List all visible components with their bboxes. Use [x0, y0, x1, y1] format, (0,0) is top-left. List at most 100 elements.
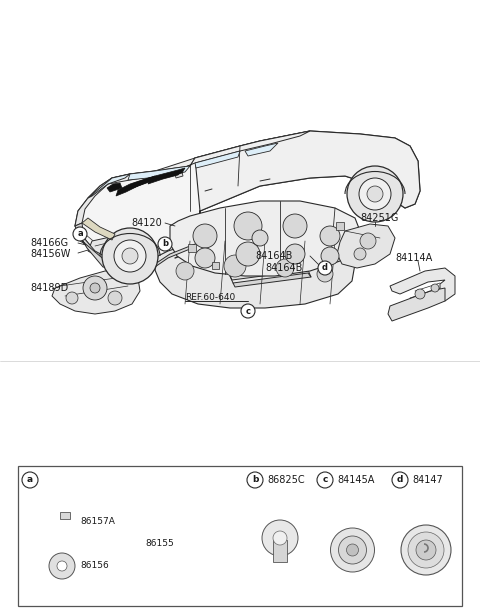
Polygon shape: [82, 218, 115, 240]
Circle shape: [347, 544, 359, 556]
Circle shape: [83, 276, 107, 300]
Polygon shape: [88, 236, 125, 256]
Polygon shape: [148, 171, 182, 184]
Circle shape: [401, 525, 451, 575]
Circle shape: [338, 536, 367, 564]
Circle shape: [224, 255, 246, 277]
Circle shape: [22, 472, 38, 488]
Text: a: a: [27, 476, 33, 485]
Circle shape: [415, 289, 425, 299]
Text: b: b: [252, 476, 258, 485]
Circle shape: [241, 304, 255, 318]
Circle shape: [347, 166, 403, 222]
Circle shape: [193, 224, 217, 248]
Polygon shape: [390, 268, 455, 301]
Circle shape: [276, 259, 294, 277]
FancyBboxPatch shape: [18, 466, 462, 606]
Circle shape: [367, 186, 383, 202]
Polygon shape: [245, 143, 278, 156]
Polygon shape: [88, 174, 130, 198]
Polygon shape: [388, 288, 445, 321]
Text: 86155: 86155: [145, 540, 174, 548]
Circle shape: [252, 230, 268, 246]
Polygon shape: [337, 224, 395, 268]
Circle shape: [431, 284, 439, 292]
Circle shape: [331, 528, 374, 572]
Circle shape: [317, 472, 333, 488]
Circle shape: [273, 531, 287, 545]
Polygon shape: [155, 131, 310, 174]
Polygon shape: [80, 236, 195, 271]
Polygon shape: [195, 131, 420, 244]
Text: d: d: [397, 476, 403, 485]
Text: 86157A: 86157A: [80, 516, 115, 525]
Text: 84114A: 84114A: [395, 253, 432, 263]
Polygon shape: [116, 176, 155, 196]
Circle shape: [195, 248, 215, 268]
Text: REF.60-640: REF.60-640: [185, 293, 235, 302]
FancyBboxPatch shape: [188, 244, 196, 252]
FancyBboxPatch shape: [212, 262, 219, 269]
Circle shape: [73, 227, 87, 241]
Circle shape: [317, 266, 333, 282]
Circle shape: [102, 228, 158, 284]
Text: c: c: [322, 476, 328, 485]
Circle shape: [247, 472, 263, 488]
Circle shape: [49, 553, 75, 579]
Text: b: b: [162, 240, 168, 248]
Circle shape: [318, 261, 332, 275]
Text: 84164B: 84164B: [255, 251, 292, 261]
Circle shape: [416, 540, 436, 560]
Circle shape: [262, 520, 298, 556]
Circle shape: [354, 248, 366, 260]
Circle shape: [360, 233, 376, 249]
Polygon shape: [128, 166, 190, 180]
Text: 84147: 84147: [412, 475, 443, 485]
Circle shape: [234, 212, 262, 240]
Polygon shape: [230, 266, 308, 280]
Text: 86156: 86156: [80, 562, 109, 570]
Polygon shape: [130, 168, 185, 189]
Polygon shape: [170, 201, 360, 276]
Text: 84164B: 84164B: [265, 263, 302, 273]
FancyBboxPatch shape: [273, 540, 287, 562]
Text: 84166G: 84166G: [30, 238, 68, 248]
Circle shape: [57, 561, 67, 571]
Circle shape: [285, 244, 305, 264]
Circle shape: [359, 178, 391, 210]
Circle shape: [321, 247, 339, 265]
Circle shape: [176, 262, 194, 280]
Text: 84189D: 84189D: [30, 283, 68, 293]
Polygon shape: [52, 271, 140, 314]
Polygon shape: [175, 172, 183, 178]
Text: 84120: 84120: [131, 218, 162, 228]
Polygon shape: [107, 183, 122, 192]
Circle shape: [283, 214, 307, 238]
Polygon shape: [75, 131, 420, 266]
Circle shape: [114, 240, 146, 272]
Circle shape: [408, 532, 444, 568]
Text: 84156W: 84156W: [30, 249, 71, 259]
Circle shape: [392, 472, 408, 488]
Circle shape: [158, 237, 172, 251]
Circle shape: [122, 248, 138, 264]
FancyBboxPatch shape: [60, 512, 70, 519]
Circle shape: [66, 292, 78, 304]
Polygon shape: [75, 178, 112, 226]
Circle shape: [236, 242, 260, 266]
Polygon shape: [75, 223, 108, 262]
Text: d: d: [322, 264, 328, 272]
Polygon shape: [155, 236, 355, 308]
FancyBboxPatch shape: [336, 222, 344, 230]
Text: 86825C: 86825C: [267, 475, 305, 485]
Polygon shape: [233, 273, 311, 287]
Text: 84145A: 84145A: [337, 475, 374, 485]
Polygon shape: [108, 158, 195, 184]
Polygon shape: [195, 151, 240, 168]
Circle shape: [90, 283, 100, 293]
Text: 84251G: 84251G: [360, 213, 398, 223]
Text: a: a: [77, 230, 83, 238]
Circle shape: [320, 226, 340, 246]
Text: c: c: [245, 307, 251, 315]
Circle shape: [108, 291, 122, 305]
